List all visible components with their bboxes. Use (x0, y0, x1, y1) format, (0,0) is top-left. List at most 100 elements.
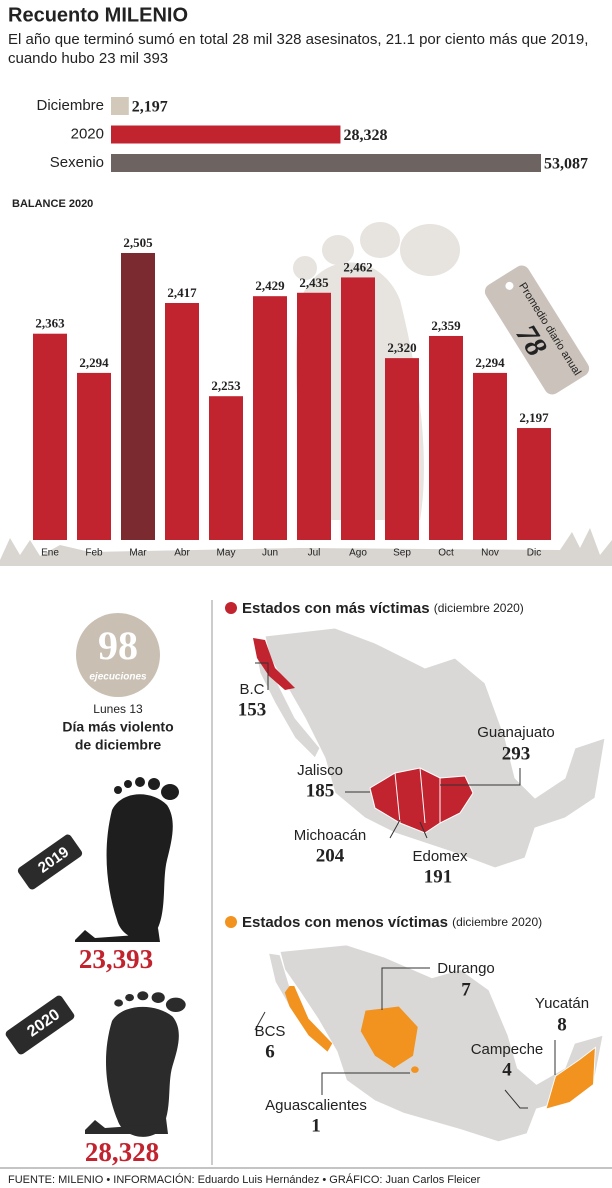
bar (253, 296, 287, 540)
bar (111, 97, 129, 115)
map-note: (diciembre 2020) (452, 915, 542, 929)
map-title: Estados con más víctimas (diciembre 2020… (242, 600, 524, 617)
category-label: 2020 (71, 125, 104, 142)
category-label: Diciembre (36, 97, 104, 114)
state-name: B.C (239, 681, 264, 698)
x-tick-label: Oct (438, 548, 454, 559)
bar (165, 303, 199, 540)
date: Lunes 13 (93, 702, 143, 716)
bar (341, 277, 375, 540)
badge-value: 98 (98, 623, 138, 668)
x-tick-label: Abr (174, 548, 190, 559)
monthly-bars: 2,363 Ene 2,294 Feb 2,505 Mar 2,417 Abr 2,253 May… (33, 235, 551, 559)
bar (121, 252, 155, 540)
bar (209, 396, 243, 540)
state-name: Campeche (471, 1041, 544, 1058)
state-highlight (545, 1046, 596, 1110)
state-value: 185 (306, 780, 335, 801)
x-tick-label: Mar (129, 548, 147, 559)
value-label: 2,197 (519, 410, 549, 425)
state-name: Guanajuato (477, 724, 555, 741)
bar (473, 372, 507, 540)
state-value: 191 (424, 866, 453, 887)
state-value: 7 (461, 979, 471, 1000)
state-value: 204 (316, 845, 345, 866)
state-name: Jalisco (297, 762, 343, 779)
bar (33, 333, 67, 540)
map-title: Estados con menos víctimas (242, 914, 448, 931)
value-label: 2,294 (79, 355, 109, 370)
bar (297, 292, 331, 540)
state-value: 6 (265, 1041, 275, 1062)
state-name: Michoacán (294, 827, 367, 844)
state-highlight (284, 986, 333, 1052)
footer: FUENTE: MILENIO • INFORMACIÓN: Eduardo L… (8, 1173, 481, 1186)
bar (385, 358, 419, 540)
leader-lines (254, 967, 556, 1109)
leader-lines (255, 662, 521, 839)
subtitle: El año que terminó sumó en total 28 mil … (8, 31, 588, 48)
tag-hole (505, 281, 514, 290)
x-tick-label: May (217, 548, 236, 559)
state-name: Edomex (412, 848, 468, 865)
total: 28,328 (85, 1137, 159, 1167)
value-label: 2,417 (167, 285, 197, 300)
state-name: BCS (255, 1023, 286, 1040)
legend-dot (225, 916, 237, 928)
x-tick-label: Dic (527, 548, 541, 559)
x-tick-label: Sep (393, 548, 411, 559)
x-tick-label: Jun (262, 548, 278, 559)
value-label: 2,429 (255, 278, 285, 293)
summary-bars: Diciembre 2,197 2020 28,328 Sexenio 53,087 (36, 97, 588, 173)
value-label: 2,359 (431, 318, 461, 333)
value-label: 2,197 (132, 99, 168, 116)
map-title: Estados con más víctimas (242, 600, 430, 617)
x-tick-label: Nov (481, 548, 499, 559)
bar (517, 428, 551, 540)
bar (111, 154, 541, 172)
state-value: 8 (557, 1014, 567, 1035)
chart-title: BALANCE 2020 (12, 198, 93, 210)
x-tick-label: Ago (349, 548, 367, 559)
state-highlight (360, 1006, 418, 1068)
caption: Día más violento (62, 719, 173, 735)
state-highlight (253, 638, 295, 690)
x-tick-label: Feb (85, 548, 103, 559)
state-name: Aguascalientes (265, 1097, 367, 1114)
value-label: 2,320 (387, 340, 416, 355)
foot-2019: 2019 23,393 (17, 777, 179, 974)
tag (484, 265, 590, 395)
bar (77, 372, 111, 540)
map-note: (diciembre 2020) (434, 601, 524, 615)
badge (76, 613, 160, 697)
state-name: Yucatán (535, 995, 589, 1012)
value-label: 2,363 (35, 316, 65, 331)
value-label: 2,253 (211, 378, 241, 393)
x-tick-label: Jul (308, 548, 321, 559)
foot-2020: 2020 28,328 (5, 991, 186, 1167)
map (252, 627, 606, 869)
value-label: 28,328 (343, 127, 387, 144)
map (268, 944, 604, 1143)
value-label: 2,435 (299, 275, 329, 290)
subtitle: cuando hubo 23 mil 393 (8, 50, 168, 67)
state-value: 4 (502, 1059, 512, 1080)
value-label: 2,462 (343, 259, 372, 274)
state-value: 1 (311, 1115, 321, 1136)
bar (429, 335, 463, 540)
state-highlight (411, 1066, 419, 1073)
state-value: 293 (502, 743, 531, 764)
legend-dot (225, 602, 237, 614)
state-name: Durango (437, 960, 495, 977)
state-value: 153 (238, 699, 267, 720)
value-label: 53,087 (544, 156, 588, 173)
total: 23,393 (79, 944, 153, 974)
value-label: 2,505 (123, 235, 153, 250)
title: Recuento MILENIO (8, 4, 188, 26)
category-label: Sexenio (50, 154, 104, 171)
map-title: Estados con menos víctimas (diciembre 20… (242, 914, 542, 931)
bar (111, 125, 341, 144)
caption: de diciembre (75, 737, 162, 753)
x-tick-label: Ene (41, 548, 59, 559)
